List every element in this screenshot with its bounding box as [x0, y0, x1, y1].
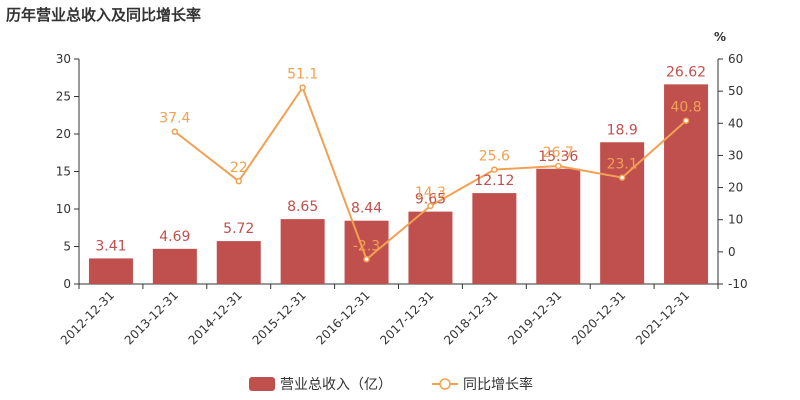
chart-title: 历年营业总收入及同比增长率	[6, 6, 201, 24]
y-right-tick-label: 60	[728, 52, 743, 66]
bar[interactable]	[408, 211, 453, 284]
line-value-label: 40.8	[670, 100, 701, 116]
bar[interactable]	[536, 168, 581, 284]
bar-value-label: 8.65	[287, 199, 318, 215]
bar[interactable]	[152, 248, 197, 284]
line-series	[171, 84, 690, 263]
x-tick-label: 2012-12-31	[58, 288, 117, 347]
x-tick-label: 2020-12-31	[569, 288, 628, 347]
bar[interactable]	[344, 220, 389, 284]
y-left-tick-label: 25	[56, 90, 71, 104]
data-labels: 3.41 4.69 5.72 8.65 8.44 9.65 12.12 15.36 18.9 26…	[95, 64, 706, 254]
bar-value-label: 5.72	[223, 221, 254, 237]
line-value-label: 37.4	[159, 111, 190, 127]
line-point[interactable]	[555, 162, 562, 170]
line-point[interactable]	[618, 174, 626, 181]
legend-swatch-bar	[249, 377, 275, 391]
bar-value-label: 18.9	[607, 122, 638, 138]
bar-value-label: 3.41	[95, 238, 126, 254]
line-point[interactable]	[491, 166, 498, 173]
y-left-tick-label: 15	[56, 165, 71, 179]
y-left-tick-label: 30	[56, 52, 71, 66]
legend[interactable]: 营业总收入（亿） 同比增长率	[249, 376, 533, 393]
line-point[interactable]	[235, 177, 242, 185]
line-point[interactable]	[363, 256, 370, 263]
y-right-tick-label: 20	[728, 181, 743, 195]
line-value-label: 23.1	[607, 157, 638, 173]
y-right-tick-label: 40	[728, 116, 743, 130]
legend-swatch-point	[439, 378, 451, 390]
x-tick-label: 2018-12-31	[441, 288, 500, 347]
y-left-tick-label: 5	[63, 240, 71, 254]
legend-item-revenue[interactable]: 营业总收入（亿）	[249, 377, 392, 393]
bar-value-label: 26.62	[666, 64, 706, 80]
bar-value-label: 12.12	[474, 173, 514, 189]
line-point[interactable]	[427, 202, 434, 210]
x-tick-label: 2016-12-31	[313, 288, 372, 347]
x-tick-label: 2013-12-31	[122, 288, 181, 347]
y-right-tick-label: 10	[728, 213, 743, 227]
bar[interactable]	[88, 258, 133, 284]
line-point[interactable]	[299, 84, 306, 91]
x-tick-label: 2014-12-31	[186, 288, 245, 347]
x-tick-label: 2019-12-31	[505, 288, 564, 347]
y-left-tick-label: 0	[63, 277, 71, 291]
bar[interactable]	[280, 219, 325, 284]
x-tick-label: 2017-12-31	[377, 288, 436, 347]
bar-value-label: 9.65	[415, 192, 446, 208]
bar-value-label: 4.69	[159, 229, 190, 245]
y-right-tick-label: 30	[728, 148, 743, 162]
x-tick-label: 2015-12-31	[250, 288, 309, 347]
x-tick-label: 2021-12-31	[633, 288, 692, 347]
line-value-label: 25.6	[479, 149, 510, 165]
bar[interactable]	[216, 241, 261, 284]
legend-label: 营业总收入（亿）	[280, 377, 392, 393]
line-point[interactable]	[682, 117, 690, 124]
bar-value-label: 8.44	[351, 201, 382, 217]
legend-label: 同比增长率	[463, 376, 533, 393]
bar-value-label: 15.36	[538, 149, 578, 165]
line-value-label: -2.3	[353, 238, 380, 254]
line-value-label: 51.1	[287, 67, 318, 83]
bar[interactable]	[472, 193, 517, 284]
line-value-label: 22	[230, 160, 248, 176]
y-right-tick-label: 0	[728, 245, 736, 259]
y-right-tick-label: -10	[728, 277, 748, 291]
y-right-unit: %	[714, 30, 726, 44]
bar-series	[88, 84, 709, 284]
y-left-tick-label: 20	[56, 127, 71, 141]
line-value-label: 14.3	[415, 185, 446, 201]
line-value-label: 26.7	[543, 145, 574, 161]
line-point[interactable]	[171, 128, 179, 135]
y-left-tick-label: 10	[56, 202, 71, 216]
y-right-tick-label: 50	[728, 84, 743, 98]
legend-item-growth[interactable]: 同比增长率	[432, 376, 533, 393]
